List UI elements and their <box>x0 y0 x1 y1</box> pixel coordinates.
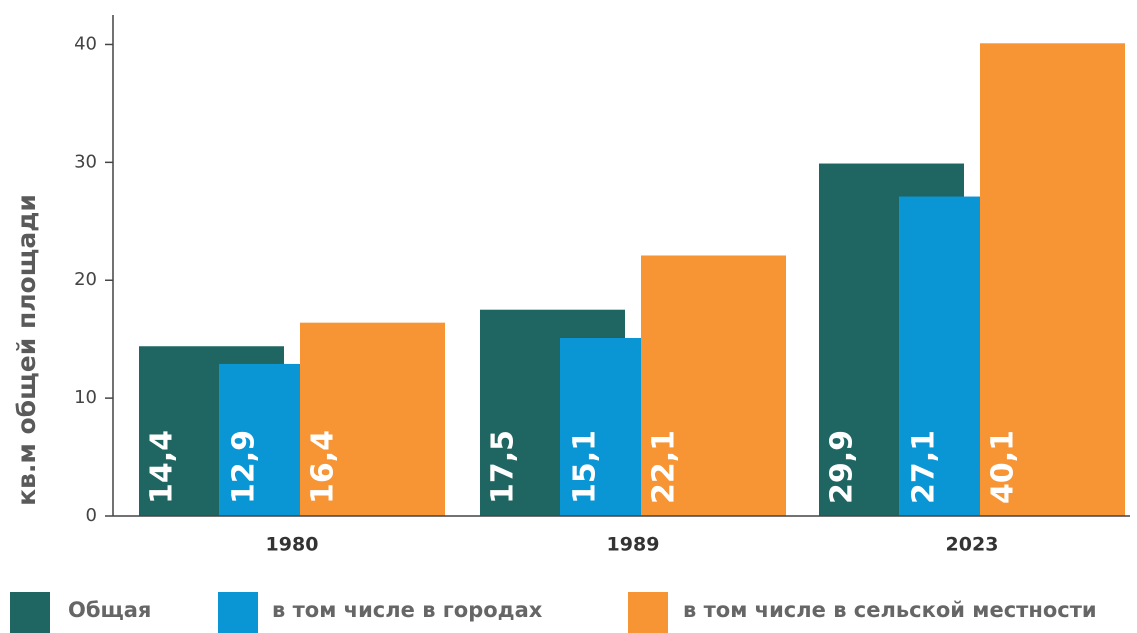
legend-label: в том числе в сельской местности <box>683 598 1097 622</box>
bar <box>641 255 786 517</box>
bar <box>300 322 445 516</box>
value-label: 17,5 <box>486 430 521 504</box>
value-label: 14,4 <box>145 430 180 504</box>
y-tick-label: 40 <box>74 33 97 54</box>
y-axis-label: кв.м общей площади <box>12 194 41 506</box>
value-label: 16,4 <box>306 430 341 504</box>
legend-label: в том числе в городах <box>272 598 543 622</box>
bar <box>980 43 1125 517</box>
value-label: 27,1 <box>907 430 942 504</box>
y-tick-label: 0 <box>86 505 97 526</box>
bar <box>219 363 300 516</box>
legend-swatch <box>218 592 258 633</box>
y-tick-label: 20 <box>74 269 97 290</box>
x-tick-label: 1980 <box>266 534 319 556</box>
value-label: 15,1 <box>568 430 603 504</box>
value-label: 22,1 <box>647 430 682 504</box>
value-label: 29,9 <box>825 430 860 504</box>
y-tick-label: 10 <box>74 387 97 408</box>
legend-swatch <box>10 592 50 633</box>
bar <box>560 337 641 516</box>
value-label: 40,1 <box>986 430 1021 504</box>
y-tick-label: 30 <box>74 151 97 172</box>
legend-label: Общая <box>68 598 151 622</box>
bar <box>899 196 980 516</box>
legend-swatch <box>628 592 668 633</box>
value-label: 12,9 <box>227 430 262 504</box>
x-tick-label: 1989 <box>607 534 660 556</box>
x-tick-label: 2023 <box>946 534 999 556</box>
